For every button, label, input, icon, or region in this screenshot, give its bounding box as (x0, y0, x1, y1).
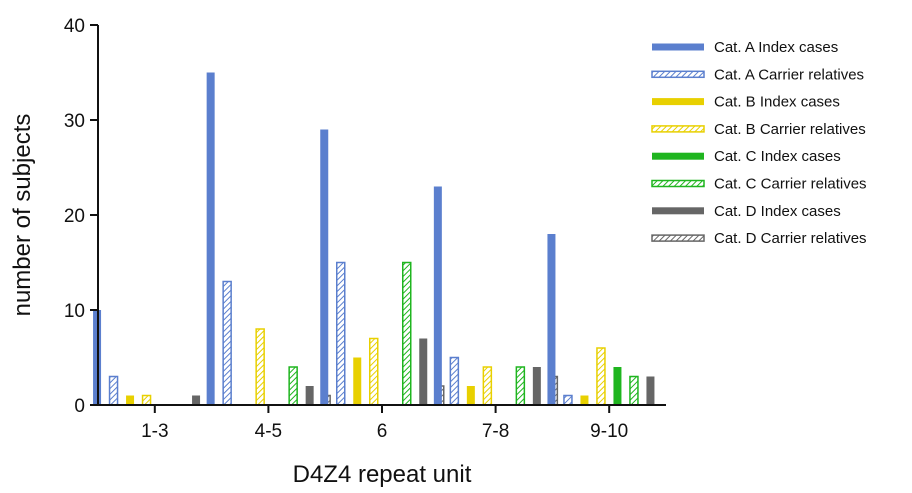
bar-cat-a-carrier-relatives-6 (336, 261, 346, 406)
legend-item: Cat. B Carrier relatives (651, 121, 866, 138)
legend: Cat. A Index cases Cat. A Carrier relativ… (651, 39, 867, 247)
legend-swatch (651, 179, 705, 188)
legend-label: Cat. A Carrier relatives (714, 66, 864, 83)
legend-label: Cat. D Index cases (714, 203, 841, 220)
bar-cat-d-index-cases-4-5 (305, 386, 314, 405)
bar-cat-a-index-cases-4-5 (206, 72, 215, 405)
legend-label: Cat. C Carrier relatives (714, 176, 867, 193)
legend-item: Cat. A Carrier relatives (651, 66, 864, 83)
y-tick-label: 30 (64, 111, 85, 132)
x-tick-label: 6 (377, 421, 388, 442)
legend-label: Cat. A Index cases (714, 39, 838, 56)
legend-swatch (652, 152, 704, 160)
bar-cat-b-carrier-relatives-9-10 (596, 347, 606, 406)
legend-item: Cat. C Carrier relatives (651, 176, 867, 193)
legend-item: Cat. B Index cases (652, 94, 840, 111)
bar-cat-a-index-cases-7-8 (433, 186, 442, 405)
bar-cat-a-carrier-relatives-9-10 (563, 394, 573, 406)
legend-label: Cat. B Carrier relatives (714, 121, 866, 138)
bar-cat-a-index-cases-9-10 (547, 234, 556, 405)
y-tick-label: 0 (74, 396, 85, 417)
y-tick-label: 40 (64, 16, 85, 37)
y-axis-title: number of subjects (9, 114, 36, 317)
bar-cat-c-index-cases-9-10 (613, 367, 622, 405)
legend-label: Cat. D Carrier relatives (714, 230, 867, 247)
bar-cat-b-carrier-relatives-1-3 (141, 394, 152, 406)
legend-swatch (651, 234, 705, 242)
bar-cat-d-index-cases-9-10 (646, 376, 655, 405)
bar-cat-a-carrier-relatives-1-3 (108, 375, 119, 406)
bar-cat-c-carrier-relatives-6 (402, 261, 412, 406)
y-tick-label: 20 (64, 206, 85, 227)
x-tick-label: 9-10 (590, 421, 628, 442)
bar-cat-b-index-cases-9-10 (580, 395, 589, 405)
bar-cat-d-index-cases-7-8 (532, 367, 541, 405)
x-tick-label: 1-3 (141, 421, 168, 442)
axes-layer (97, 25, 666, 406)
bar-cat-b-carrier-relatives-6 (369, 337, 379, 406)
legend-swatch (651, 70, 705, 79)
bar-cat-c-carrier-relatives-9-10 (629, 375, 639, 406)
x-tick-label: 7-8 (482, 421, 509, 442)
bars-layer (93, 72, 655, 406)
bar-cat-a-carrier-relatives-7-8 (449, 356, 460, 406)
bar-cat-b-index-cases-1-3 (126, 395, 135, 405)
bar-cat-d-index-cases-6 (419, 338, 428, 405)
bar-cat-b-carrier-relatives-4-5 (255, 328, 265, 406)
y-tick-label: 10 (64, 301, 85, 322)
bar-cat-c-carrier-relatives-4-5 (288, 366, 298, 406)
legend-item: Cat. D Index cases (652, 203, 841, 220)
legend-swatch (652, 98, 704, 106)
legend-label: Cat. B Index cases (714, 94, 840, 111)
bar-cat-b-carrier-relatives-7-8 (482, 366, 493, 406)
legend-item: Cat. C Index cases (652, 148, 841, 165)
bar-cat-c-carrier-relatives-7-8 (515, 366, 526, 406)
bar-cat-b-index-cases-7-8 (466, 386, 475, 405)
legend-swatch (651, 125, 705, 133)
legend-label: Cat. C Index cases (714, 148, 841, 165)
y-ticks: 0 10 20 30 40 (64, 16, 98, 417)
legend-swatch (652, 207, 704, 215)
bar-cat-b-index-cases-6 (353, 357, 362, 405)
legend-item: Cat. A Index cases (652, 39, 838, 56)
legend-item: Cat. D Carrier relatives (651, 230, 867, 247)
x-ticks: 1-3 4-5 6 7-8 9-10 (141, 405, 628, 442)
legend-swatch (652, 43, 704, 51)
x-tick-label: 4-5 (255, 421, 282, 442)
bar-cat-d-index-cases-1-3 (192, 395, 201, 405)
bar-cat-a-carrier-relatives-4-5 (222, 280, 232, 406)
bar-cat-a-index-cases-6 (320, 129, 329, 405)
x-axis-title: D4Z4 repeat unit (293, 461, 472, 488)
